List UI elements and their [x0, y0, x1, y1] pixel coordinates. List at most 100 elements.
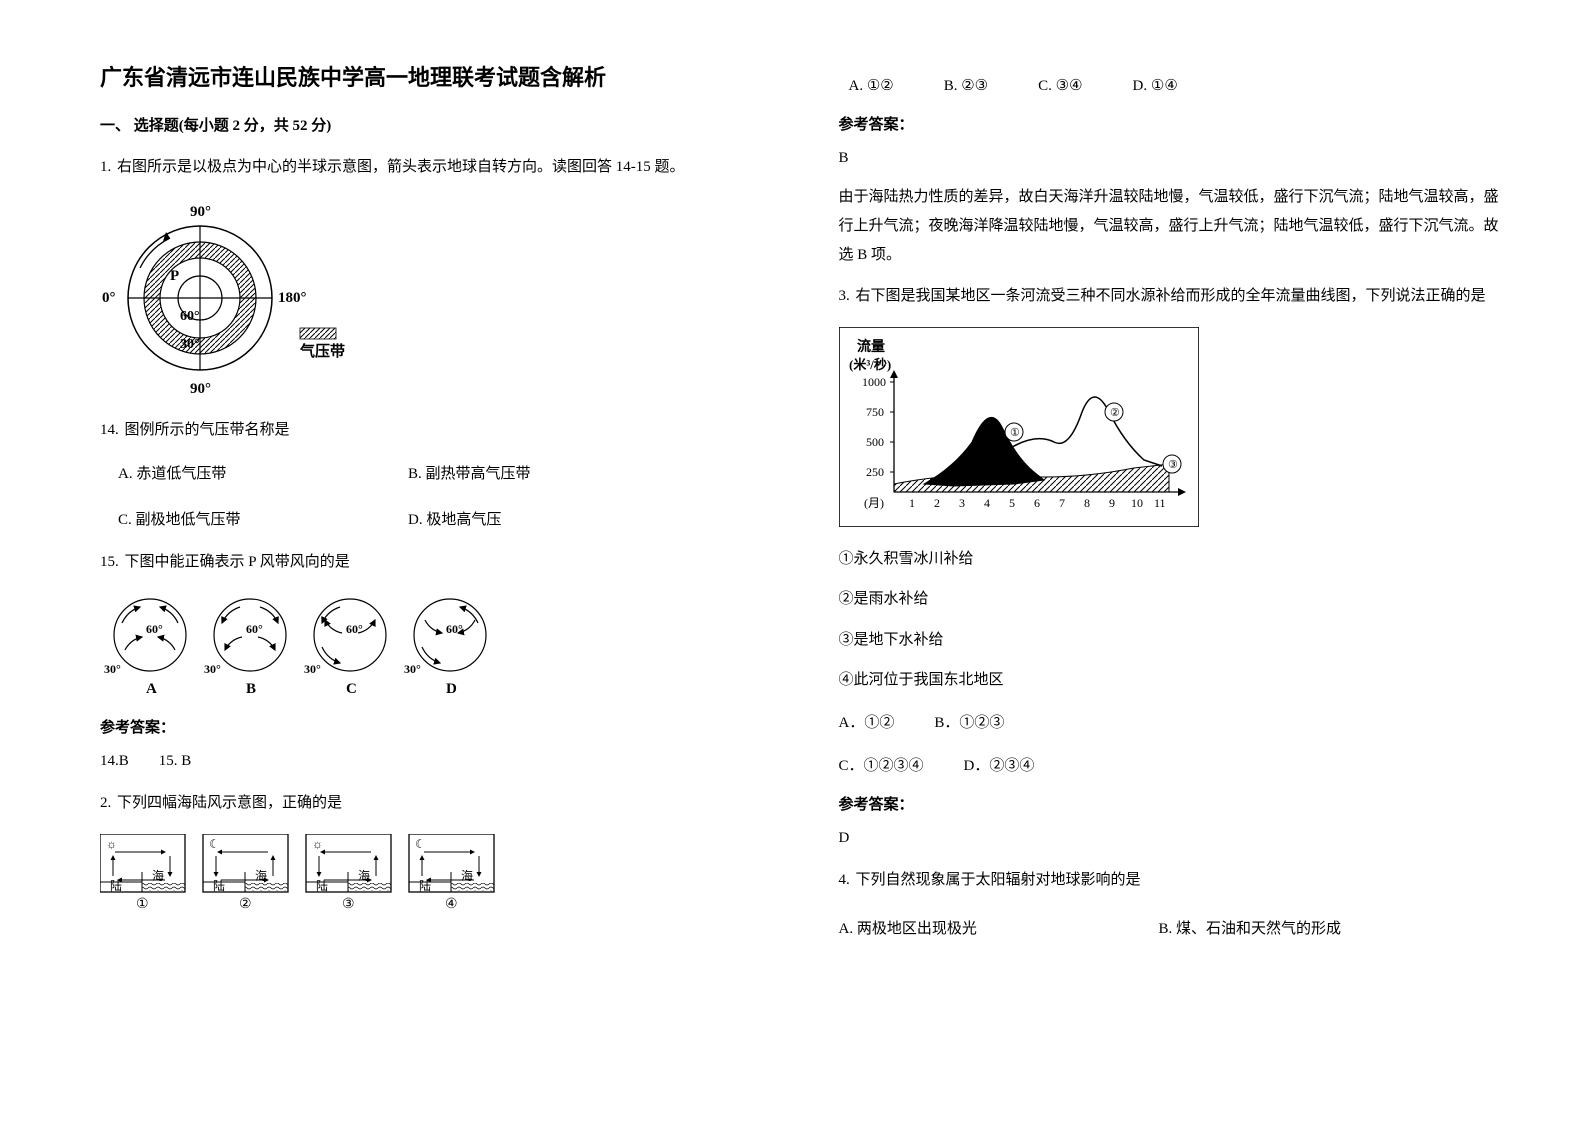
answer-text: B [839, 144, 1508, 173]
svg-text:10: 10 [1131, 496, 1143, 510]
svg-text:5: 5 [1009, 496, 1015, 510]
option-D: D. ①④ [1133, 70, 1178, 103]
question-stem: 右下图是我国某地区一条河流受三种不同水源补给而形成的全年流量曲线图，下列说法正确… [856, 288, 1486, 304]
right-column: A. ①② B. ②③ C. ③④ D. ①④ 参考答案： B 由于海陆热力性质… [839, 60, 1508, 957]
svg-text:④: ④ [445, 897, 458, 912]
section-heading: 一、 选择题(每小题 2 分，共 52 分) [100, 114, 769, 135]
svg-text:①: ① [1010, 427, 1020, 439]
option-B: B．①②③ [934, 707, 1004, 740]
svg-text:2: 2 [934, 496, 940, 510]
q4-options: A. 两极地区出现极光 B. 煤、石油和天然气的形成 [839, 911, 1508, 947]
question-4: 4. 下列自然现象属于太阳辐射对地球影响的是 [839, 866, 1508, 895]
svg-text:1: 1 [909, 496, 915, 510]
svg-text:60°: 60° [180, 309, 200, 324]
page-title: 广东省清远市连山民族中学高一地理联考试题含解析 [100, 60, 769, 92]
options-14-row2: C. 副极地低气压带 D. 极地高气压 [118, 502, 769, 538]
option-B: B. ②③ [944, 70, 988, 103]
svg-text:7: 7 [1059, 496, 1065, 510]
question-2: 2. 下列四幅海陆风示意图，正确的是 [100, 789, 769, 818]
svg-text:30°: 30° [104, 662, 121, 676]
svg-text:海: 海 [255, 868, 267, 883]
svg-text:500: 500 [866, 435, 884, 449]
svg-text:8: 8 [1084, 496, 1090, 510]
q3-figure-flow-chart: 流量 (米³/秒) 1000 750 500 250 [839, 327, 1508, 527]
option-C: C．①②③④ [839, 750, 924, 783]
option-A: A. 两极地区出现极光 [839, 911, 1159, 947]
svg-text:30°: 30° [204, 662, 221, 676]
svg-text:60°: 60° [146, 622, 163, 636]
statement-4: ④此河位于我国东北地区 [839, 666, 1508, 695]
q2-options: A. ①② B. ②③ C. ③④ D. ①④ [849, 70, 1508, 103]
svg-text:②: ② [239, 897, 252, 912]
svg-text:☾: ☾ [209, 837, 220, 851]
subq-number: 14. [100, 422, 119, 438]
answer-text: 14.B 15. B [100, 747, 769, 776]
svg-text:③: ③ [1168, 459, 1178, 471]
svg-text:P: P [170, 268, 179, 284]
svg-text:气压带: 气压带 [299, 342, 345, 360]
svg-text:180°: 180° [278, 290, 307, 306]
option-D: D. 极地高气压 [408, 502, 698, 538]
svg-text:C: C [346, 681, 357, 697]
svg-text:海: 海 [152, 868, 164, 883]
svg-text:9: 9 [1109, 496, 1115, 510]
svg-text:30°: 30° [304, 662, 321, 676]
svg-text:4: 4 [984, 496, 990, 510]
svg-text:陆: 陆 [213, 878, 225, 893]
explanation: 由于海陆热力性质的差异，故白天海洋升温较陆地慢，气温较低，盛行下沉气流；陆地气温… [839, 183, 1508, 271]
svg-text:(米³/秒): (米³/秒) [849, 357, 891, 372]
q3-options-row2: C．①②③④ D．②③④ [839, 750, 1508, 783]
svg-text:0°: 0° [102, 290, 116, 306]
question-number: 3. [839, 288, 850, 304]
option-A: A. 赤道低气压带 [118, 456, 408, 492]
question-stem: 下列自然现象属于太阳辐射对地球影响的是 [856, 872, 1141, 888]
option-D: D．②③④ [964, 750, 1035, 783]
svg-text:B: B [246, 681, 256, 697]
subq-stem: 图例所示的气压带名称是 [125, 422, 290, 438]
sub-question-14: 14. 图例所示的气压带名称是 [100, 416, 769, 445]
question-stem: 下列四幅海陆风示意图，正确的是 [117, 795, 342, 811]
options-14-row1: A. 赤道低气压带 B. 副热带高气压带 [118, 456, 769, 492]
svg-text:30°: 30° [404, 662, 421, 676]
svg-text:②: ② [1110, 407, 1120, 419]
option-B: B. 副热带高气压带 [408, 456, 698, 492]
svg-text:60°: 60° [346, 622, 363, 636]
svg-text:90°: 90° [190, 381, 211, 397]
statement-2: ②是雨水补给 [839, 585, 1508, 614]
question-number: 4. [839, 872, 850, 888]
option-C: C. 副极地低气压带 [118, 502, 408, 538]
q1-figure-pressure-belt: P 60° 30° 90° 90° 0° 180° 气压带 [100, 198, 769, 398]
statement-3: ③是地下水补给 [839, 626, 1508, 655]
svg-text:3: 3 [959, 496, 965, 510]
svg-text:A: A [146, 681, 157, 697]
svg-text:海: 海 [358, 868, 370, 883]
svg-text:①: ① [136, 897, 149, 912]
option-C: C. ③④ [1038, 70, 1082, 103]
svg-text:750: 750 [866, 405, 884, 419]
svg-text:11: 11 [1154, 496, 1166, 510]
svg-text:陆: 陆 [419, 878, 431, 893]
question-stem: 右图所示是以极点为中心的半球示意图，箭头表示地球自转方向。读图回答 14-15 … [117, 159, 685, 175]
left-column: 广东省清远市连山民族中学高一地理联考试题含解析 一、 选择题(每小题 2 分，共… [100, 60, 769, 957]
q3-options-row1: A．①② B．①②③ [839, 707, 1508, 740]
question-3: 3. 右下图是我国某地区一条河流受三种不同水源补给而形成的全年流量曲线图，下列说… [839, 282, 1508, 311]
option-B: B. 煤、石油和天然气的形成 [1159, 911, 1449, 947]
answer-heading: 参考答案： [839, 793, 1508, 814]
svg-text:250: 250 [866, 465, 884, 479]
answer-text: D [839, 824, 1508, 853]
svg-text:☼: ☼ [106, 837, 117, 851]
subq-stem: 下图中能正确表示 P 风带风向的是 [125, 554, 350, 570]
question-1: 1. 右图所示是以极点为中心的半球示意图，箭头表示地球自转方向。读图回答 14-… [100, 153, 769, 182]
question-number: 2. [100, 795, 111, 811]
svg-text:60°: 60° [246, 622, 263, 636]
q2-figure-sea-land-breeze: ☼ 陆 海 ① ☾ [100, 834, 769, 914]
svg-text:☾: ☾ [415, 837, 426, 851]
svg-text:6: 6 [1034, 496, 1040, 510]
svg-text:30°: 30° [180, 337, 200, 352]
svg-text:海: 海 [461, 868, 473, 883]
statement-1: ①永久积雪冰川补给 [839, 545, 1508, 574]
subq-number: 15. [100, 554, 119, 570]
svg-text:流量: 流量 [857, 338, 885, 355]
svg-text:90°: 90° [190, 204, 211, 220]
svg-text:(月): (月) [864, 496, 884, 510]
